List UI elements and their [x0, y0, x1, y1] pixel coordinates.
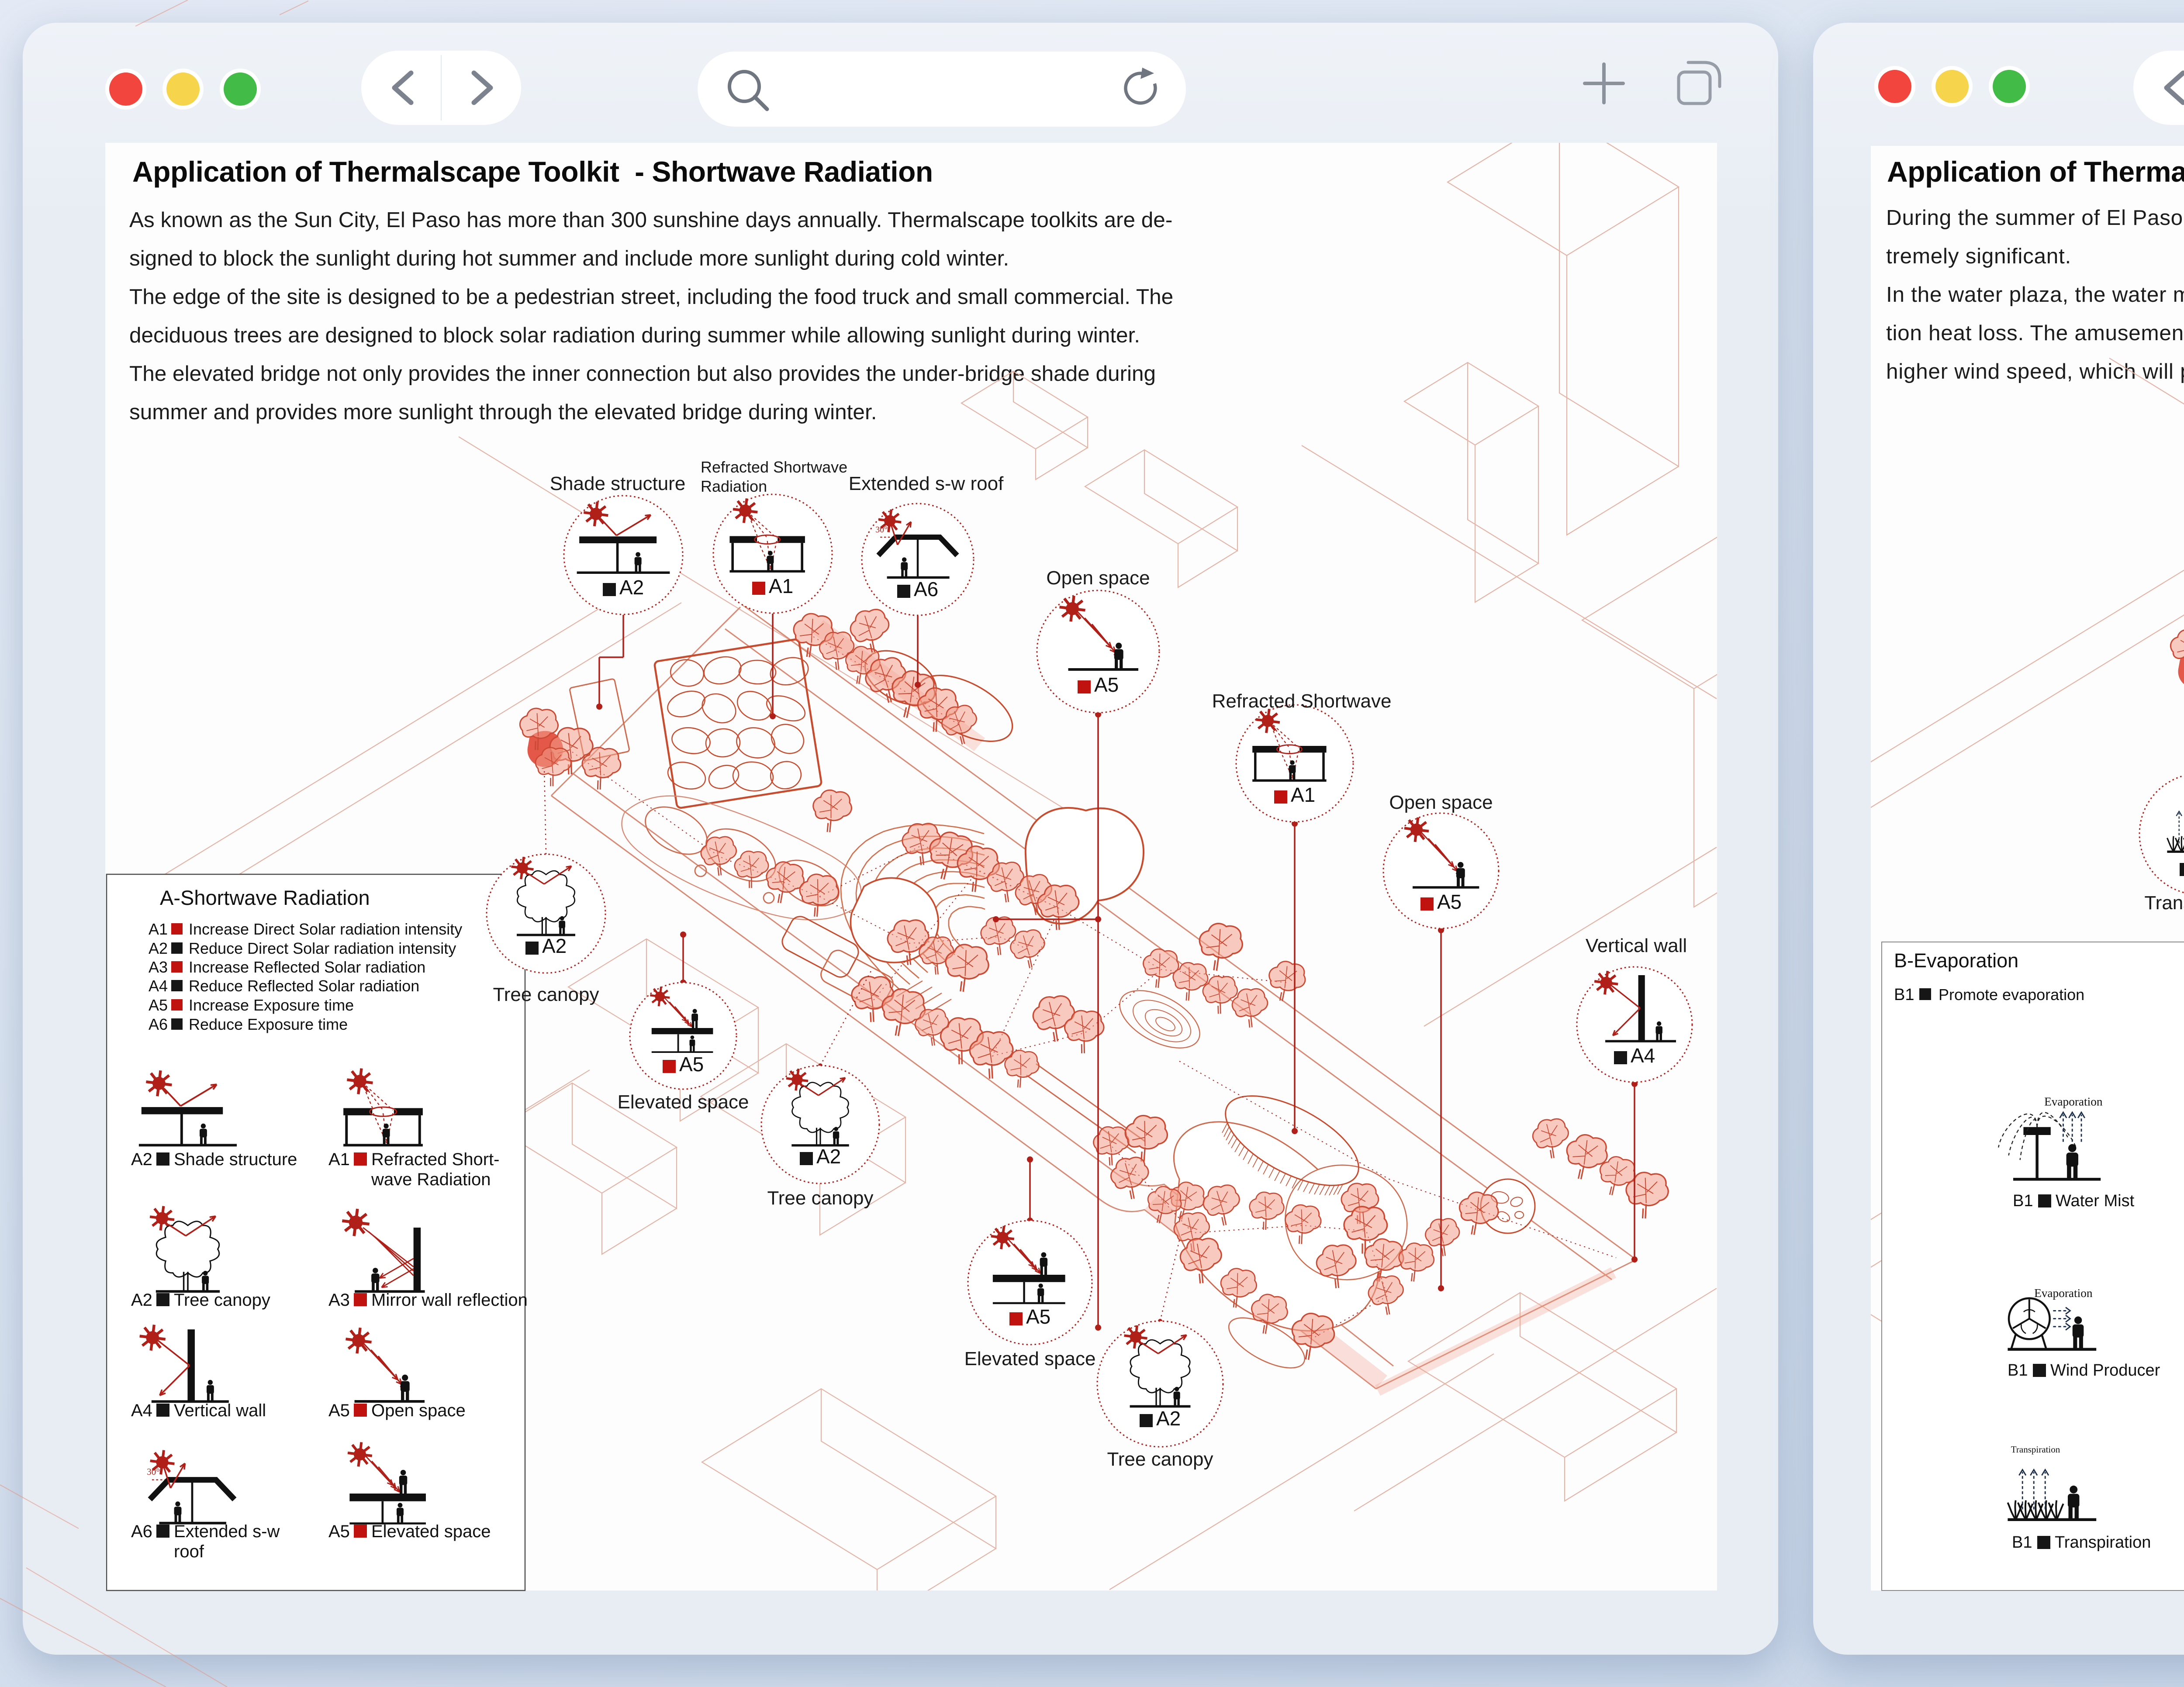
svg-text:A5: A5	[1094, 673, 1119, 696]
svg-text:Promote evaporation: Promote evaporation	[1939, 986, 2084, 1004]
svg-text:Reduce Direct Solar radiation: Reduce Direct Solar radiation intensity	[189, 939, 456, 957]
svg-text:A-Shortwave Radiation: A-Shortwave Radiation	[160, 886, 370, 909]
svg-text:A2: A2	[149, 939, 168, 957]
svg-text:Refracted Shortwave: Refracted Shortwave	[701, 458, 847, 476]
svg-text:30°: 30°	[147, 1466, 160, 1477]
svg-text:A1: A1	[1291, 783, 1315, 806]
svg-text:Elevated space: Elevated space	[964, 1348, 1096, 1370]
svg-text:A6: A6	[131, 1522, 152, 1541]
svg-text:B1: B1	[1894, 986, 1914, 1004]
svg-text:A2: A2	[1156, 1407, 1181, 1430]
svg-text:Transpiration: Transpiration	[2144, 892, 2184, 914]
svg-text:B1: B1	[2008, 1361, 2028, 1380]
svg-text:Extended s-w roof: Extended s-w roof	[849, 473, 1004, 494]
svg-text:A4: A4	[131, 1401, 152, 1420]
svg-text:Vertical wall: Vertical wall	[174, 1401, 266, 1420]
svg-text:A5: A5	[328, 1522, 350, 1541]
svg-text:Radiation: Radiation	[701, 477, 767, 495]
svg-text:A2: A2	[131, 1150, 152, 1169]
svg-text:A4: A4	[149, 977, 168, 995]
svg-text:30°: 30°	[875, 525, 888, 535]
svg-text:A5: A5	[149, 996, 168, 1014]
svg-text:Tree canopy: Tree canopy	[767, 1187, 874, 1209]
svg-text:Mirror wall reflection: Mirror wall reflection	[371, 1290, 528, 1310]
svg-text:Water Mist: Water Mist	[2056, 1192, 2135, 1210]
svg-text:A2: A2	[619, 576, 644, 599]
svg-text:A6: A6	[914, 578, 938, 600]
svg-text:A6: A6	[149, 1015, 168, 1033]
svg-text:roof: roof	[174, 1542, 204, 1561]
svg-text:A5: A5	[328, 1401, 350, 1420]
svg-text:Open space: Open space	[371, 1401, 466, 1420]
svg-text:Transpiration: Transpiration	[2011, 1444, 2060, 1455]
svg-text:A5: A5	[679, 1053, 704, 1076]
svg-text:Shade structure: Shade structure	[174, 1150, 297, 1169]
svg-text:A5: A5	[1026, 1305, 1051, 1328]
svg-text:B1: B1	[2013, 1192, 2033, 1210]
svg-text:Increase Exposure time: Increase Exposure time	[189, 996, 354, 1014]
svg-text:A2: A2	[542, 935, 567, 957]
svg-text:Transpiration: Transpiration	[2055, 1533, 2151, 1552]
svg-text:Open space: Open space	[1046, 567, 1150, 589]
svg-text:Tree canopy: Tree canopy	[174, 1290, 270, 1310]
svg-text:A5: A5	[1437, 890, 1462, 913]
svg-text:B1: B1	[2012, 1533, 2032, 1552]
svg-text:Increase Direct Solar radiatio: Increase Direct Solar radiation intensit…	[189, 920, 462, 938]
svg-text:Refracted Short-: Refracted Short-	[371, 1150, 499, 1169]
svg-text:Vertical wall: Vertical wall	[1586, 935, 1687, 956]
svg-text:A1: A1	[149, 920, 168, 938]
svg-text:Open space: Open space	[1389, 792, 1493, 813]
svg-text:wave Radiation: wave Radiation	[371, 1170, 491, 1189]
svg-text:Refracted Shortwave: Refracted Shortwave	[1212, 690, 1392, 712]
svg-text:Elevated space: Elevated space	[618, 1091, 749, 1113]
svg-text:A2: A2	[816, 1145, 841, 1168]
svg-text:Extended s-w: Extended s-w	[174, 1522, 280, 1541]
svg-text:Evaporation: Evaporation	[2034, 1287, 2093, 1300]
svg-text:A2: A2	[131, 1290, 152, 1310]
svg-text:Evaporation: Evaporation	[2044, 1095, 2103, 1108]
svg-text:Elevated space: Elevated space	[371, 1522, 491, 1541]
svg-text:A3: A3	[149, 958, 168, 976]
svg-text:Increase Reflected Solar radia: Increase Reflected Solar radiation	[189, 958, 425, 976]
svg-text:Tree canopy: Tree canopy	[493, 984, 599, 1005]
svg-text:A3: A3	[328, 1290, 350, 1310]
svg-text:B-Evaporation: B-Evaporation	[1894, 949, 2018, 972]
svg-text:A1: A1	[769, 575, 793, 597]
svg-text:Reduce Reflected Solar radiati: Reduce Reflected Solar radiation	[189, 977, 419, 995]
svg-text:A1: A1	[328, 1150, 350, 1169]
svg-text:A4: A4	[1631, 1044, 1655, 1067]
svg-text:Reduce Exposure time: Reduce Exposure time	[189, 1015, 348, 1033]
svg-text:Wind Producer: Wind Producer	[2050, 1361, 2160, 1380]
svg-text:Shade structure: Shade structure	[550, 473, 686, 494]
svg-text:Tree canopy: Tree canopy	[1107, 1449, 1213, 1470]
